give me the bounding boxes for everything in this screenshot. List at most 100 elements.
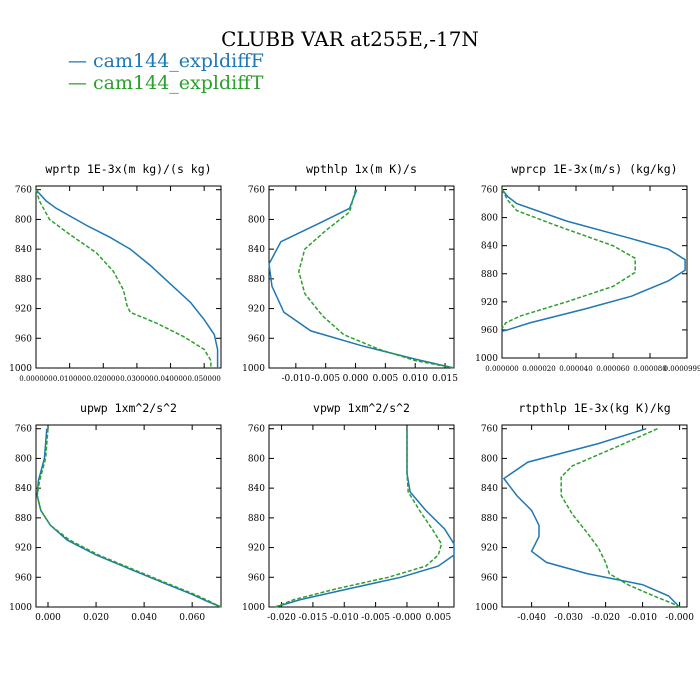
panel-6-xtick-label: -0.030 [554, 613, 583, 623]
panel-1-frame [35, 185, 222, 369]
panel-4-title: upwp 1xm^2/s^2 [80, 401, 177, 415]
panel-6-ytick-label: 960 [481, 573, 498, 583]
panel-3-frame [501, 185, 688, 359]
panel-3-series-expldiffT [501, 189, 636, 329]
panel-6-xtick-label: -0.010 [628, 613, 657, 623]
panel-2-xtick-label: 0.010 [402, 374, 428, 384]
panel-2-xtick-label: -0.010 [281, 374, 310, 384]
panel-5-ytick-label: 760 [248, 425, 265, 435]
panel-4-ytick-label: 960 [15, 573, 32, 583]
panel-2-xtick-label: 0.005 [372, 374, 398, 384]
panel-6-frame [501, 424, 688, 608]
panel-2-ytick-label: 800 [248, 215, 265, 225]
panel-2-ytick-label: 840 [248, 245, 265, 255]
panel-4-ytick-label: 760 [15, 425, 32, 435]
panel-1-ytick-label: 800 [15, 215, 32, 225]
panel-3-series-expldiffF [501, 189, 686, 333]
panel-6-ytick-label: 840 [481, 484, 498, 494]
panel-1-ytick-label: 960 [15, 334, 32, 344]
panel-5-xtick-label: -0.005 [361, 613, 390, 623]
panel-5-xtick-label: -0.000 [393, 613, 422, 623]
legend-entry-expldiffF: — cam144_expldiffF [68, 50, 264, 72]
panel-2-series-expldiffF [268, 189, 455, 369]
panel-1-series-expldiffF [35, 189, 219, 368]
panel-5-title: vpwp 1xm^2/s^2 [313, 401, 410, 415]
panel-3-ytick-label: 800 [481, 214, 498, 224]
panel-4-xtick-label: 0.040 [131, 613, 157, 623]
panel-4-xtick-label: 0.060 [179, 613, 205, 623]
panel-2-title: wpthlp 1x(m K)/s [306, 162, 417, 176]
panel-6-ytick-label: 920 [481, 544, 498, 554]
panel-3-ytick-label: 840 [481, 242, 498, 252]
panel-5-ytick-label: 880 [248, 514, 265, 524]
legend-entry-expldiffT: — cam144_expldiffT [68, 72, 264, 94]
panel-1-title: wprtp 1E-3x(m kg)/(s kg) [45, 162, 211, 176]
panel-1-ytick-label: 920 [15, 305, 32, 315]
panel-5-ytick-label: 840 [248, 484, 265, 494]
panel-5-frame [268, 424, 455, 608]
panel-1-ytick-label: 760 [15, 186, 32, 196]
panel-2-ytick-label: 760 [248, 186, 265, 196]
panel-1-xtick-label: 0.000000 [19, 375, 52, 383]
panel-4-xtick-label: 0.020 [83, 613, 109, 623]
panel-4-xtick-label: 0.000 [35, 613, 61, 623]
panel-5-xtick-label: 0.005 [425, 613, 451, 623]
panel-2-xtick-label: -0.005 [311, 374, 340, 384]
panel-3-xtick-label: 0.000000 [485, 365, 518, 373]
panel-6-ytick-label: 760 [481, 425, 498, 435]
panel-2-ytick-label: 1000 [242, 364, 265, 374]
panel-4-ytick-label: 1000 [9, 603, 32, 613]
panel-2-ytick-label: 960 [248, 334, 265, 344]
panel-1-series-expldiffT [35, 189, 212, 368]
panel-5-series-expldiffF [275, 428, 455, 608]
panel-3-xtick-label: 0.000020 [522, 365, 555, 373]
panel-6-xtick-label: -0.040 [517, 613, 546, 623]
panel-3-ytick-label: 880 [481, 270, 498, 280]
panel-5-xtick-label: -0.015 [298, 613, 327, 623]
panel-1-xtick-label: 0.040000 [154, 375, 187, 383]
panel-1-ytick-label: 840 [15, 245, 32, 255]
panel-5-ytick-label: 960 [248, 573, 265, 583]
panel-1-ytick-label: 1000 [9, 364, 32, 374]
panel-4-frame [35, 424, 222, 608]
figure-title: CLUBB VAR at255E,-17N [221, 27, 479, 51]
panel-3-xtick-label: 0.000040 [559, 365, 592, 373]
panel-6-title: rtpthlp 1E-3x(kg K)/kg [518, 401, 670, 415]
panel-2-series-expldiffT [298, 189, 455, 369]
panel-4-ytick-label: 920 [15, 544, 32, 554]
panel-5-xtick-label: -0.010 [330, 613, 359, 623]
panel-5-xtick-label: -0.020 [267, 613, 296, 623]
panel-5-series-expldiffT [275, 428, 443, 608]
panel-3-ytick-label: 760 [481, 186, 498, 196]
panel-1-xtick-label: 0.010000 [53, 375, 86, 383]
panel-6-xtick-label: -0.000 [665, 613, 694, 623]
panel-4-series-expldiffF [36, 428, 222, 608]
panel-4-ytick-label: 840 [15, 484, 32, 494]
panel-6-ytick-label: 800 [481, 454, 498, 464]
panel-3-ytick-label: 920 [481, 298, 498, 308]
panel-3-xtick-label: 0.000080 [633, 365, 666, 373]
panel-5-ytick-label: 800 [248, 454, 265, 464]
panel-3-xtick-label: 0.000060 [596, 365, 629, 373]
panel-2-xtick-label: 0.000 [343, 374, 369, 384]
panel-4-ytick-label: 800 [15, 454, 32, 464]
panel-3-ytick-label: 1000 [475, 354, 498, 364]
panel-2-xtick-label: 0.015 [432, 374, 458, 384]
panel-1-xtick-label: 0.020000 [87, 375, 120, 383]
panel-1-xtick-label: 0.050000 [187, 375, 220, 383]
panel-5-ytick-label: 1000 [242, 603, 265, 613]
panel-6-xtick-label: -0.020 [591, 613, 620, 623]
panel-3-xtick-label: 0.000099999 [664, 365, 700, 373]
panel-5-ytick-label: 920 [248, 544, 265, 554]
panel-4-ytick-label: 880 [15, 514, 32, 524]
panel-6-ytick-label: 880 [481, 514, 498, 524]
panel-3-title: wprcp 1E-3x(m/s) (kg/kg) [511, 162, 677, 176]
panel-2-ytick-label: 920 [248, 305, 265, 315]
panel-2-frame [268, 185, 455, 369]
panel-3-ytick-label: 960 [481, 326, 498, 336]
panel-6-ytick-label: 1000 [475, 603, 498, 613]
panel-4-series-expldiffT [36, 428, 222, 608]
panel-6-series-expldiffF [502, 427, 681, 608]
panel-1-xtick-label: 0.030000 [120, 375, 153, 383]
